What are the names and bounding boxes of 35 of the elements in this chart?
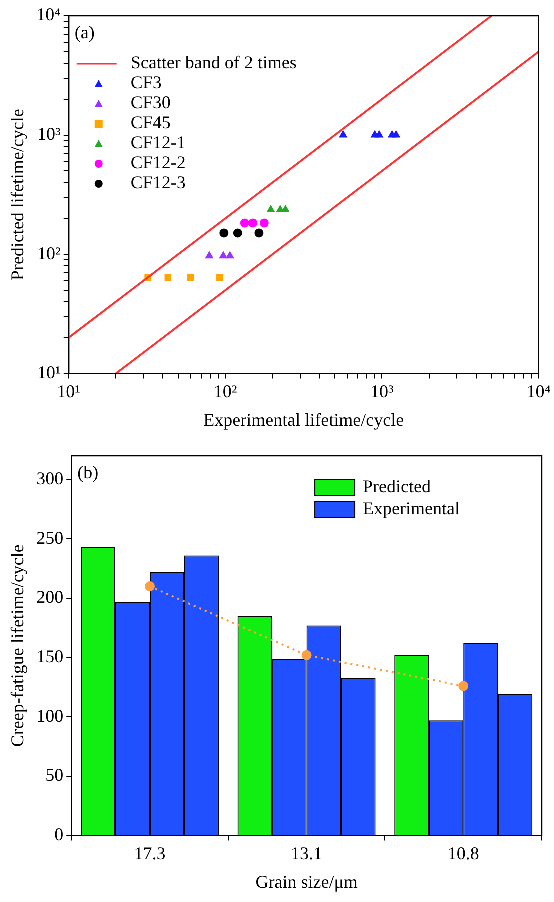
legend-label: CF3 [130, 72, 162, 93]
legend-label: Scatter band of 2 times [130, 52, 297, 73]
y-tick-label: 50 [46, 765, 64, 786]
y-tick-label: 100 [36, 706, 64, 726]
x-tick-label: 13.1 [291, 843, 323, 864]
annotation: (a) [74, 22, 95, 43]
y-tick-label: 10⁴ [36, 4, 61, 25]
y-tick-label: 10³ [37, 124, 62, 144]
y-tick-label: 150 [36, 646, 64, 667]
y-axis-title: Creep-fatigue lifetime/cycle [8, 544, 28, 748]
legend-label: CF12-3 [130, 172, 186, 193]
x-tick-label: 17.3 [134, 843, 166, 864]
x-tick-label: 10³ [370, 381, 394, 402]
annotation: (b) [78, 462, 99, 483]
point [302, 650, 312, 660]
y-tick-label: 0 [54, 824, 64, 845]
legend-label: CF45 [130, 112, 171, 133]
legend-label: Predicted [363, 476, 432, 497]
y-tick-label: 250 [36, 528, 64, 548]
x-axis-title: Grain size/μm [256, 872, 358, 892]
legend-label: CF12-2 [130, 152, 186, 173]
legend-label: Experimental [363, 498, 460, 519]
y-tick-label: 300 [36, 468, 64, 488]
x-tick-label: 10⁴ [526, 381, 552, 402]
y-tick-label: 200 [36, 587, 64, 608]
x-tick-label: 10.8 [448, 843, 480, 864]
y-axis-title: Predicted lifetime/cycle [8, 109, 28, 281]
y-tick-label: 10¹ [37, 362, 61, 383]
x-axis-title: Experimental lifetime/cycle [204, 410, 404, 430]
x-tick-label: 10² [214, 381, 238, 402]
y-tick-label: 10² [37, 243, 61, 264]
point [145, 582, 155, 592]
point [458, 681, 469, 692]
legend-label: CF12-1 [130, 132, 186, 153]
legend-label: CF30 [130, 92, 171, 113]
